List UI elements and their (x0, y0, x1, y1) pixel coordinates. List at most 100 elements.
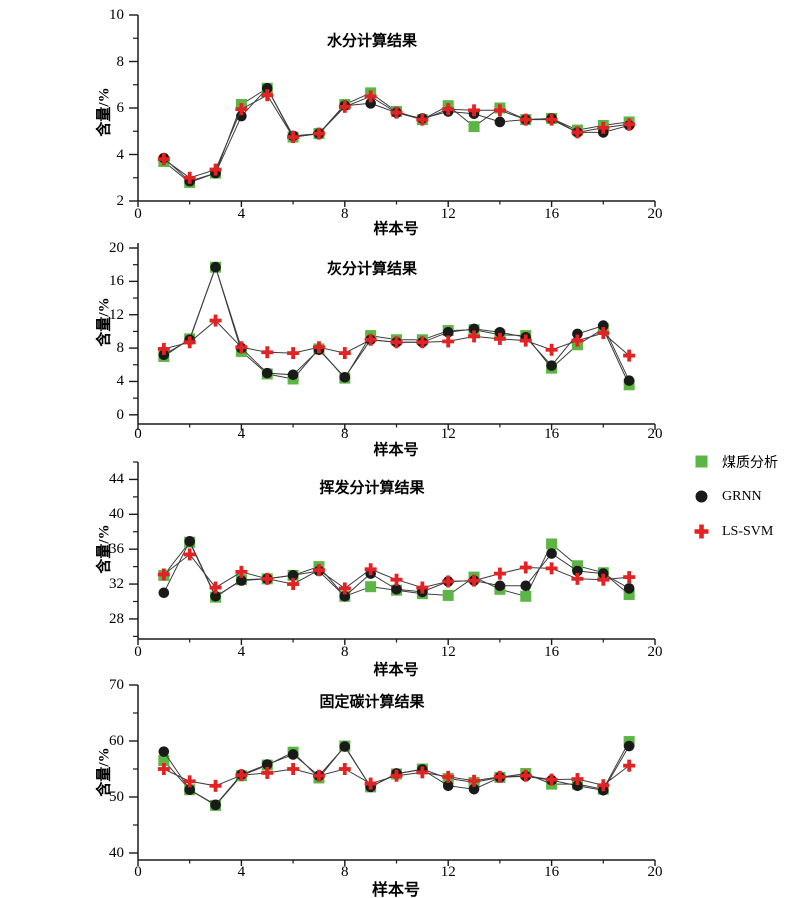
marker-circle (184, 784, 195, 796)
marker-cross (545, 562, 558, 575)
y-tick-label: 60 (109, 733, 124, 749)
series-line-square (163, 265, 630, 386)
marker-cross (235, 565, 248, 578)
y-tick-label: 0 (116, 406, 125, 423)
marker-cross (623, 759, 636, 772)
y-tick-label: 44 (109, 471, 124, 488)
marker-cross (209, 779, 222, 792)
marker-cross (545, 773, 558, 786)
marker-cross (468, 330, 481, 343)
marker-circle (210, 799, 221, 811)
marker-circle (623, 583, 635, 594)
marker-circle (520, 580, 532, 592)
marker-circle (546, 360, 557, 371)
marker-cross (493, 104, 506, 117)
marker-cross (597, 779, 610, 792)
marker-circle (236, 575, 247, 586)
marker-cross (493, 332, 506, 345)
marker-cross (390, 769, 403, 782)
series-line-circle (163, 87, 630, 182)
marker-circle (468, 783, 480, 795)
marker-cross (623, 118, 636, 131)
x-axis-title-2: 样本号 (373, 442, 419, 459)
x-tick-label: 20 (647, 426, 663, 442)
y-tick-label: 8 (116, 340, 125, 357)
marker-cross (338, 582, 351, 595)
marker-circle (236, 110, 247, 122)
x-tick-label: 0 (134, 426, 142, 442)
marker-cross (312, 127, 325, 140)
marker-circle (598, 568, 609, 579)
marker-cross (209, 163, 222, 176)
x-tick-label: 8 (341, 644, 349, 660)
marker-square (520, 590, 532, 602)
marker-cross (157, 568, 170, 581)
marker-circle (391, 584, 402, 595)
marker-cross (390, 336, 403, 349)
circle-marker-icon (695, 490, 708, 503)
marker-circle (494, 116, 506, 128)
marker-cross (468, 104, 481, 117)
marker-circle (261, 367, 273, 379)
marker-cross (183, 336, 196, 349)
marker-cross (442, 335, 455, 348)
x-tick-label: 4 (237, 426, 246, 442)
x-tick-label: 12 (440, 426, 456, 442)
marker-cross (390, 106, 403, 119)
series-line-square (163, 87, 630, 183)
marker-cross (493, 567, 506, 580)
marker-cross (261, 766, 274, 779)
legend-label: GRNN (722, 488, 762, 504)
marker-cross (442, 103, 455, 116)
marker-circle (287, 749, 299, 760)
marker-cross (287, 131, 300, 144)
y-tick-label: 4 (116, 373, 125, 390)
marker-circle (339, 741, 351, 752)
marker-cross (364, 333, 377, 346)
x-axis-title-4: 样本号 (371, 882, 421, 898)
legend-item-grnn: GRNN (694, 479, 778, 514)
marker-cross (338, 763, 351, 775)
legend-label: LS-SVM (722, 523, 774, 539)
marker-circle (546, 548, 557, 559)
marker-circle (261, 82, 273, 94)
x-tick-label: 8 (341, 206, 349, 222)
marker-cross (235, 103, 248, 116)
marker-cross (442, 770, 455, 783)
x-tick-label: 20 (647, 864, 663, 880)
marker-circle (572, 565, 583, 577)
x-tick-label: 16 (544, 206, 560, 222)
marker-cross (597, 121, 610, 134)
x-tick-label: 0 (134, 864, 142, 880)
x-tick-label: 20 (647, 644, 663, 660)
marker-square (158, 755, 170, 767)
y-tick-label: 40 (109, 506, 124, 523)
marker-cross (519, 334, 532, 347)
x-axis-title-3: 样本号 (373, 662, 419, 679)
chart-title-fixed-carbon: 固定碳计算结果 (319, 694, 425, 711)
marker-square (365, 581, 377, 593)
marker-cross (209, 314, 222, 327)
marker-circle (261, 759, 273, 770)
marker-circle (623, 375, 635, 386)
marker-circle (158, 587, 170, 599)
marker-circle (184, 536, 195, 547)
marker-cross (597, 573, 610, 586)
marker-cross (571, 126, 584, 139)
y-tick-label: 36 (109, 541, 124, 558)
x-tick-label: 0 (134, 644, 142, 660)
marker-cross (545, 343, 558, 356)
marker-cross (571, 572, 584, 585)
marker-cross (183, 548, 196, 561)
marker-cross (364, 777, 377, 790)
chart-title-moisture: 水分计算结果 (326, 33, 418, 50)
marker-square (546, 538, 558, 550)
marker-cross (183, 775, 196, 788)
y-tick-label: 28 (109, 610, 124, 627)
marker-circle (623, 740, 635, 752)
y-tick-label: 10 (109, 7, 124, 23)
marker-cross (493, 770, 506, 783)
marker-cross (287, 347, 300, 360)
